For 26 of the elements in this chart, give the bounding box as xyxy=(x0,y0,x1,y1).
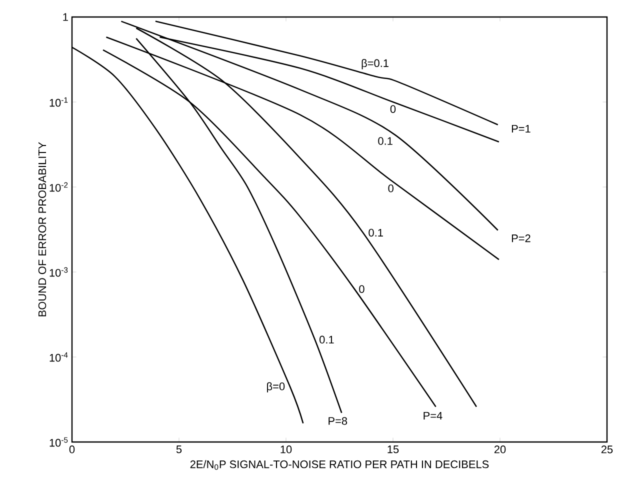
x-tick-label: 0 xyxy=(69,446,75,454)
x-axis-title: 2E/N$_{0}$P SIGNAL-TO-NOISE RATIO PER PATH IN DECIBELS xyxy=(190,460,489,470)
annotation: P=1 xyxy=(512,124,530,133)
x-tick-label: 25 xyxy=(601,446,613,454)
annotation: 0.1 xyxy=(368,228,383,237)
annotation: 0 xyxy=(390,105,396,113)
annotation: P=4 xyxy=(424,412,442,420)
y-tick-label: 10$^{-4}$ xyxy=(50,352,68,362)
y-tick-label: 10$^{-5}$ xyxy=(50,437,68,447)
annotation: 0.1 xyxy=(320,336,334,344)
annotation: P=8 xyxy=(328,417,348,425)
x-tick-label: 20 xyxy=(494,446,506,454)
y-tick-label: 10$^{-1}$ xyxy=(50,97,68,107)
x-tick-label: 5 xyxy=(176,446,182,454)
y-tick-label: 10$^{-3}$ xyxy=(50,267,68,277)
annotation: 0.1 xyxy=(378,137,392,145)
annotation: P=2 xyxy=(512,234,530,242)
y-tick-label: 10$^{-2}$ xyxy=(50,182,68,192)
x-tick-label: 10 xyxy=(280,446,292,454)
annotation: β=0.1 xyxy=(362,59,388,70)
y-tick-label: 1 xyxy=(63,13,68,21)
annotation: β=0 xyxy=(267,382,285,392)
x-tick-label: 15 xyxy=(388,446,399,454)
y-axis-title: BOUND OF ERROR PROBABILITY xyxy=(38,142,46,316)
annotation: 0 xyxy=(388,184,394,192)
annotation: 0 xyxy=(359,285,364,293)
